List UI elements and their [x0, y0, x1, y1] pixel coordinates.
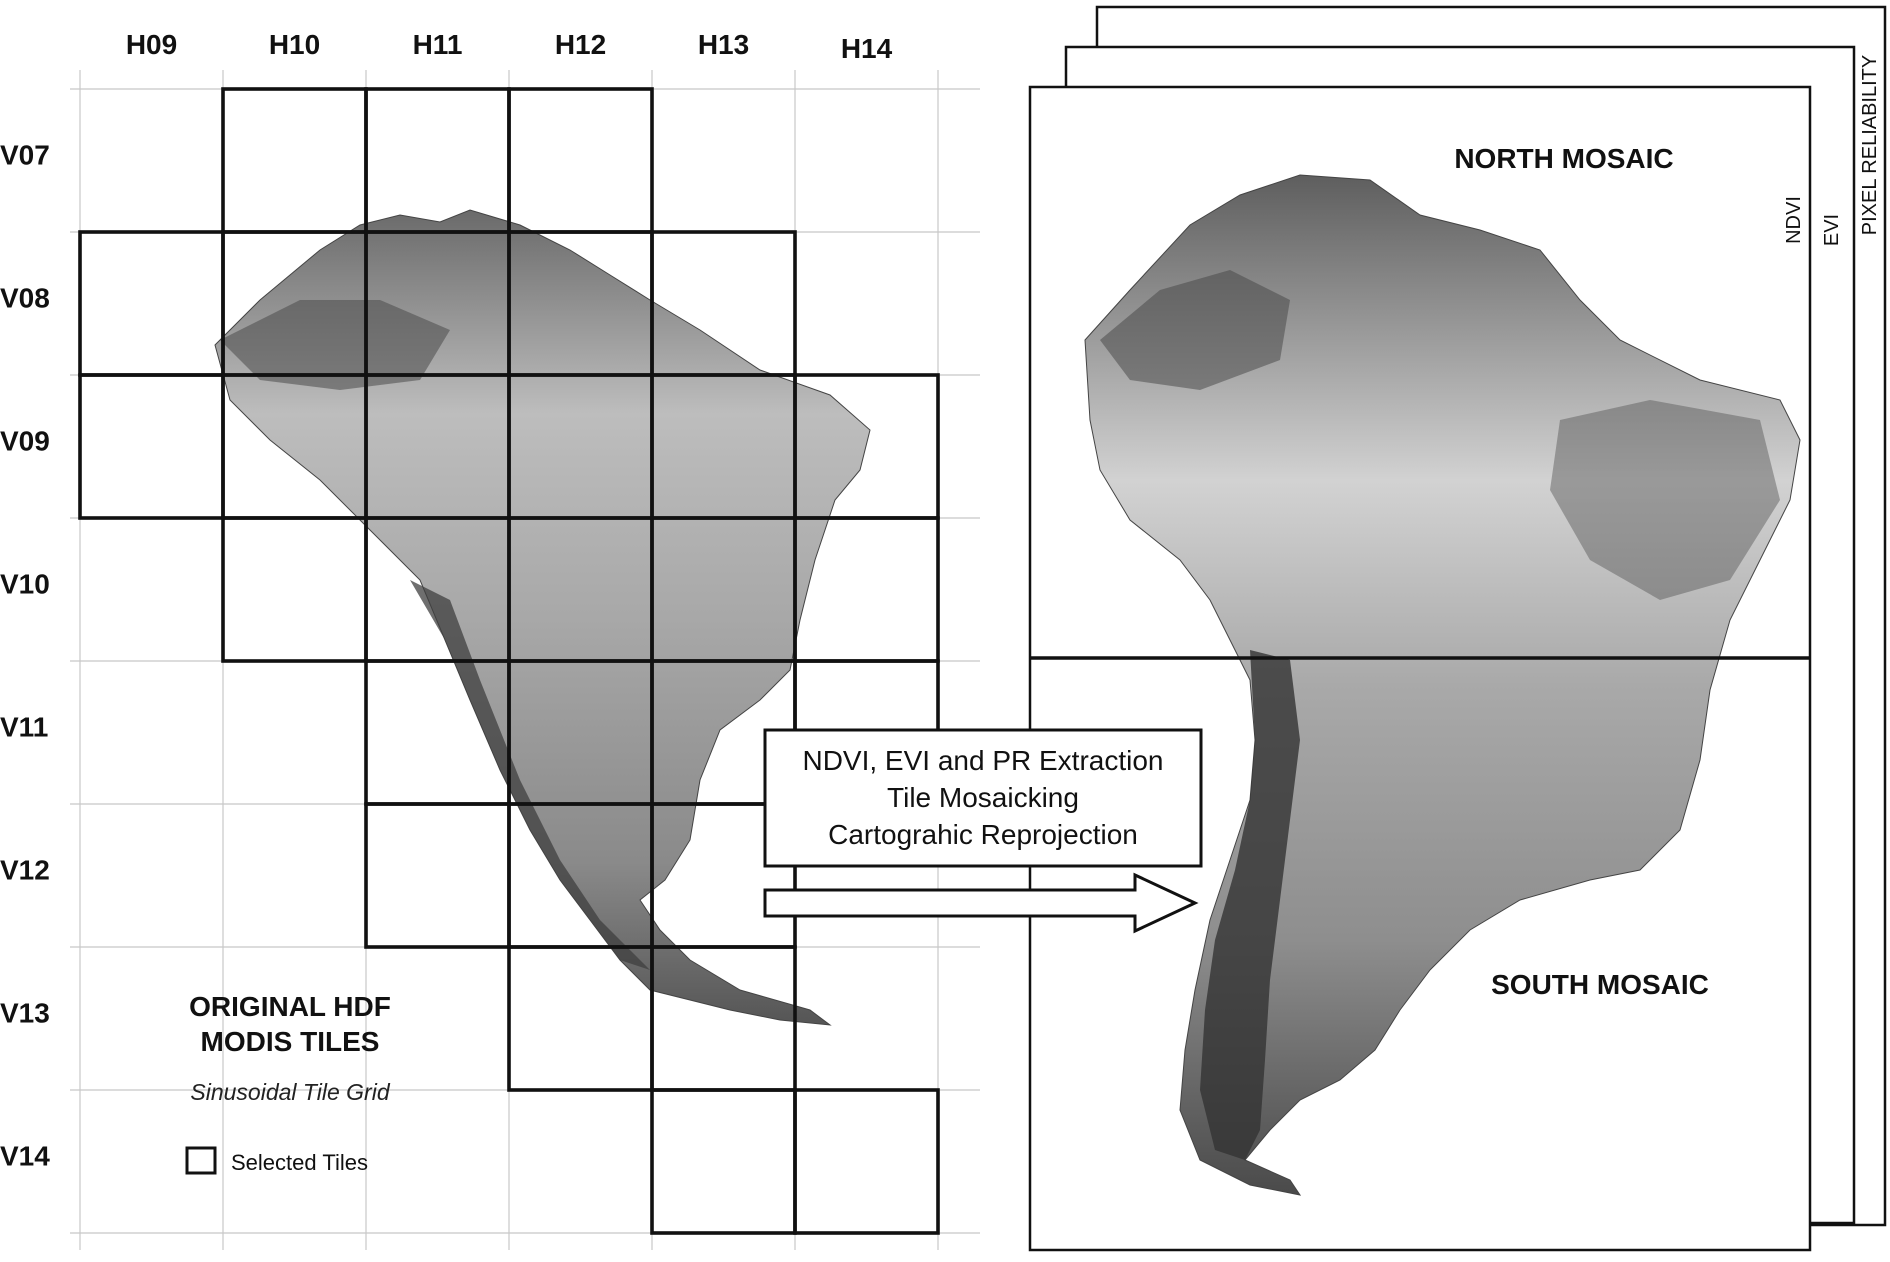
- selected-tile-h11-v07: [364, 87, 511, 234]
- andes-shading-right: [1200, 650, 1300, 1160]
- selected-tiles-legend-label: Selected Tiles: [231, 1150, 368, 1175]
- process-step: NDVI, EVI and PR Extraction Tile Mosaick…: [763, 728, 1203, 934]
- process-line-extraction: NDVI, EVI and PR Extraction: [802, 745, 1163, 776]
- layer-label-pixel-reliability: PIXEL RELIABILITY: [1859, 55, 1881, 235]
- left-subtitle: Sinusoidal Tile Grid: [190, 1079, 390, 1105]
- column-labels: H09 H10 H11 H12 H13 H14: [126, 29, 893, 64]
- column-label-h10: H10: [269, 29, 320, 60]
- row-label-v11: V11: [0, 712, 48, 743]
- row-label-v10: V10: [0, 569, 50, 600]
- amazon-shading-right: [1100, 270, 1290, 390]
- process-box: [763, 728, 1203, 868]
- column-label-h09: H09: [126, 29, 177, 60]
- column-label-h12: H12: [555, 29, 606, 60]
- selected-tile-h10-v07: [221, 87, 368, 234]
- selected-tile-h11-v12: [364, 802, 511, 949]
- north-mosaic-label: NORTH MOSAIC: [1454, 143, 1673, 174]
- selected-tile-h12-v07: [507, 87, 654, 234]
- column-label-h14: H14: [841, 33, 893, 64]
- selected-tile-h10-v10: [221, 516, 368, 663]
- mosaic-panel: NORTH MOSAIC SOUTH MOSAIC NDVI EVI PIXEL…: [1028, 5, 1887, 1252]
- left-title-line1: ORIGINAL HDF: [189, 991, 391, 1022]
- column-label-h13: H13: [698, 29, 749, 60]
- process-arrow: [763, 872, 1199, 934]
- amazon-shading-left: [220, 300, 450, 390]
- column-label-h11: H11: [413, 29, 463, 60]
- selected-tile-h13-v14: [650, 1088, 797, 1235]
- row-label-v08: V08: [0, 283, 50, 314]
- row-label-v12: V12: [0, 855, 50, 886]
- row-labels: V07 V08 V09 V10 V11 V12 V13 V14: [0, 140, 50, 1172]
- row-label-v07: V07: [0, 140, 50, 171]
- selected-tile-h09-v09: [78, 373, 225, 520]
- south-mosaic-label: SOUTH MOSAIC: [1491, 969, 1709, 1000]
- process-line-mosaicking: Tile Mosaicking: [887, 782, 1079, 813]
- selected-tile-h14-v14: [793, 1088, 940, 1235]
- selected-tile-h09-v08: [78, 230, 225, 377]
- left-title-line2: MODIS TILES: [201, 1026, 380, 1057]
- andes-shading-left: [410, 580, 650, 970]
- layer-label-ndvi: NDVI: [1783, 196, 1805, 244]
- process-line-reprojection: Cartograhic Reprojection: [828, 819, 1138, 850]
- row-label-v13: V13: [0, 998, 50, 1029]
- row-label-v09: V09: [0, 426, 50, 457]
- row-label-v14: V14: [0, 1141, 50, 1172]
- tile-grid-panel: H09 H10 H11 H12 H13 H14 V07 V08 V09 V10 V11 V12 V13…: [0, 29, 980, 1250]
- selected-tiles-legend-swatch: [185, 1146, 217, 1175]
- layer-label-evi: EVI: [1821, 214, 1843, 246]
- brazil-shading-right: [1550, 400, 1780, 600]
